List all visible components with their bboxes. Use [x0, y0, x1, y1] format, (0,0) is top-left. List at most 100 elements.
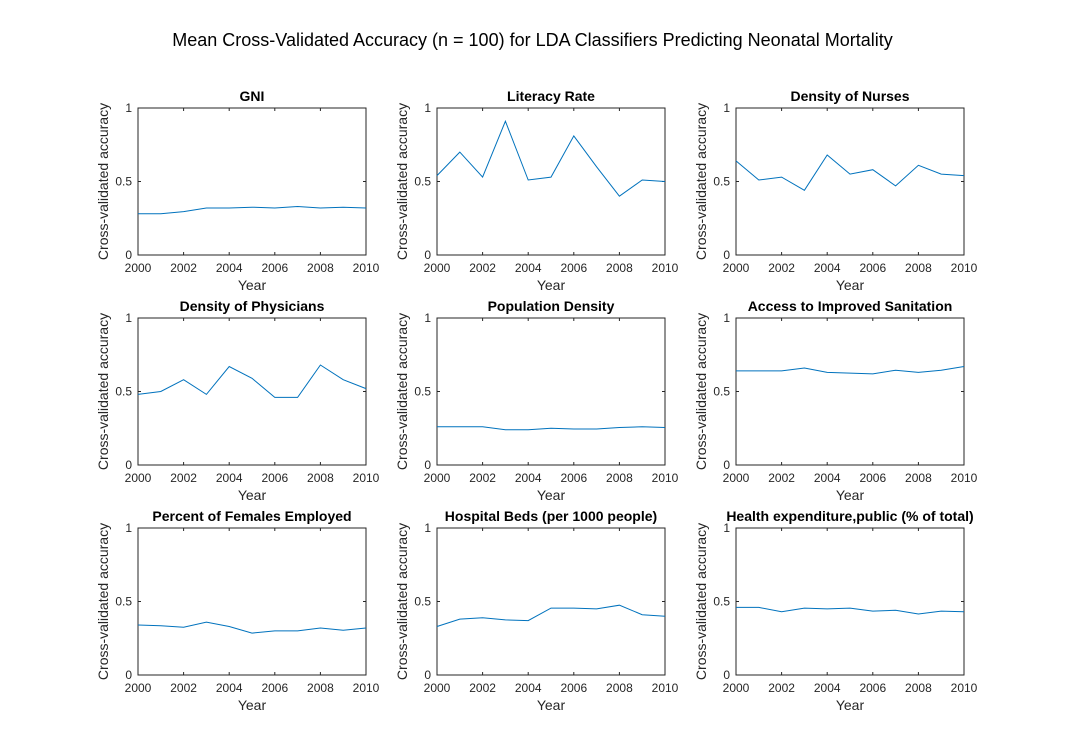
y-tick-label: 0: [424, 458, 431, 472]
axes-box: [735, 527, 965, 676]
subplot-title: Access to Improved Sanitation: [748, 298, 953, 314]
x-tick-label: 2004: [814, 681, 841, 695]
x-tick-label: 2000: [424, 681, 451, 695]
y-tick-label: 0.5: [713, 385, 730, 399]
y-tick-label: 0.5: [414, 385, 431, 399]
y-axis-label: Cross-validated accuracy: [693, 523, 709, 680]
y-tick-label: 0.5: [115, 175, 132, 189]
y-axis-label: Cross-validated accuracy: [394, 313, 410, 470]
subplot-title: Hospital Beds (per 1000 people): [445, 508, 657, 524]
x-tick-label: 2004: [515, 681, 542, 695]
y-tick-label: 1: [424, 311, 431, 325]
subplot-title: Health expenditure,public (% of total): [726, 508, 973, 524]
y-axis-label: Cross-validated accuracy: [95, 103, 111, 260]
x-tick-label: 2000: [723, 471, 750, 485]
y-axis-label: Cross-validated accuracy: [95, 523, 111, 680]
x-tick-label: 2002: [170, 681, 197, 695]
y-tick-label: 0: [723, 248, 730, 262]
subplot-title: Density of Nurses: [790, 88, 909, 104]
y-tick-label: 1: [125, 521, 132, 535]
x-axis-label: Year: [537, 277, 566, 293]
y-tick-label: 0: [723, 458, 730, 472]
axes-box: [436, 527, 666, 676]
y-tick-label: 0.5: [713, 595, 730, 609]
x-tick-label: 2002: [170, 261, 197, 275]
axes-box: [436, 107, 666, 256]
subplot: 2000 2002 2004 2006 2008 2010 0 0.5 1 Density of …: [95, 298, 380, 503]
y-tick-label: 1: [723, 311, 730, 325]
x-tick-label: 2008: [905, 471, 932, 485]
series-line: [138, 205, 367, 215]
x-tick-label: 2006: [560, 261, 587, 275]
x-tick-label: 2006: [261, 261, 288, 275]
subplot: 2000 2002 2004 2006 2008 2010 0 0.5 1 Hospital Be…: [394, 508, 679, 713]
y-tick-label: 0: [424, 668, 431, 682]
x-tick-label: 2002: [469, 261, 496, 275]
subplot: 2000 2002 2004 2006 2008 2010 0 0.5 1 GNI Year Cros…: [95, 88, 380, 293]
subplot: 2000 2002 2004 2006 2008 2010 0 0.5 1 Density of …: [693, 88, 978, 293]
x-tick-label: 2008: [606, 681, 633, 695]
x-tick-label: 2006: [560, 471, 587, 485]
x-tick-label: 2004: [814, 261, 841, 275]
axes-box: [137, 317, 367, 466]
x-tick-label: 2000: [723, 681, 750, 695]
y-tick-label: 1: [424, 521, 431, 535]
x-tick-label: 2000: [125, 471, 152, 485]
subplot-title: Percent of Females Employed: [152, 508, 351, 524]
y-tick-label: 1: [723, 521, 730, 535]
y-axis-label: Cross-validated accuracy: [693, 103, 709, 260]
x-tick-label: 2006: [859, 681, 886, 695]
figure-title: Mean Cross-Validated Accuracy (n = 100) …: [172, 30, 893, 50]
series-line: [137, 364, 367, 398]
subplot: 2000 2002 2004 2006 2008 2010 0 0.5 1 Percent of …: [95, 508, 380, 713]
x-tick-label: 2004: [216, 471, 243, 485]
y-tick-label: 1: [424, 101, 431, 115]
x-tick-label: 2004: [216, 261, 243, 275]
x-axis-label: Year: [537, 697, 566, 713]
x-tick-label: 2010: [652, 261, 679, 275]
axes-box: [137, 107, 367, 256]
series-line: [437, 426, 666, 431]
x-tick-label: 2008: [606, 471, 633, 485]
y-tick-label: 0: [125, 668, 132, 682]
y-tick-label: 1: [125, 101, 132, 115]
series-line: [736, 366, 965, 375]
subplot-title: Literacy Rate: [507, 88, 595, 104]
y-axis-label: Cross-validated accuracy: [394, 523, 410, 680]
x-tick-label: 2010: [353, 681, 380, 695]
x-tick-label: 2002: [768, 681, 795, 695]
x-tick-label: 2002: [768, 261, 795, 275]
x-tick-label: 2010: [652, 681, 679, 695]
x-tick-label: 2006: [261, 681, 288, 695]
y-axis-label: Cross-validated accuracy: [394, 103, 410, 260]
x-tick-label: 2002: [469, 681, 496, 695]
x-tick-label: 2004: [515, 471, 542, 485]
y-tick-label: 1: [125, 311, 132, 325]
x-tick-label: 2010: [652, 471, 679, 485]
y-tick-label: 0: [125, 248, 132, 262]
x-tick-label: 2000: [125, 681, 152, 695]
series-line: [436, 119, 666, 197]
x-axis-label: Year: [836, 487, 865, 503]
y-tick-label: 0.5: [713, 175, 730, 189]
x-tick-label: 2010: [353, 471, 380, 485]
y-tick-label: 0.5: [115, 385, 132, 399]
x-tick-label: 2006: [560, 681, 587, 695]
subplot: 2000 2002 2004 2006 2008 2010 0 0.5 1 Access to I…: [693, 298, 978, 503]
y-tick-label: 0.5: [414, 595, 431, 609]
axes-box: [137, 527, 367, 676]
subplot-title: Density of Physicians: [180, 298, 325, 314]
subplot: 2000 2002 2004 2006 2008 2010 0 0.5 1 Literacy Ra…: [394, 88, 679, 293]
y-axis-label: Cross-validated accuracy: [693, 313, 709, 470]
x-tick-label: 2006: [859, 471, 886, 485]
x-tick-label: 2010: [951, 471, 978, 485]
x-tick-label: 2008: [905, 681, 932, 695]
y-axis-label: Cross-validated accuracy: [95, 313, 111, 470]
x-tick-label: 2008: [307, 471, 334, 485]
axes-box: [735, 317, 965, 466]
x-axis-label: Year: [238, 487, 267, 503]
x-tick-label: 2004: [216, 681, 243, 695]
axes-box: [735, 107, 965, 256]
series-line: [735, 154, 965, 191]
